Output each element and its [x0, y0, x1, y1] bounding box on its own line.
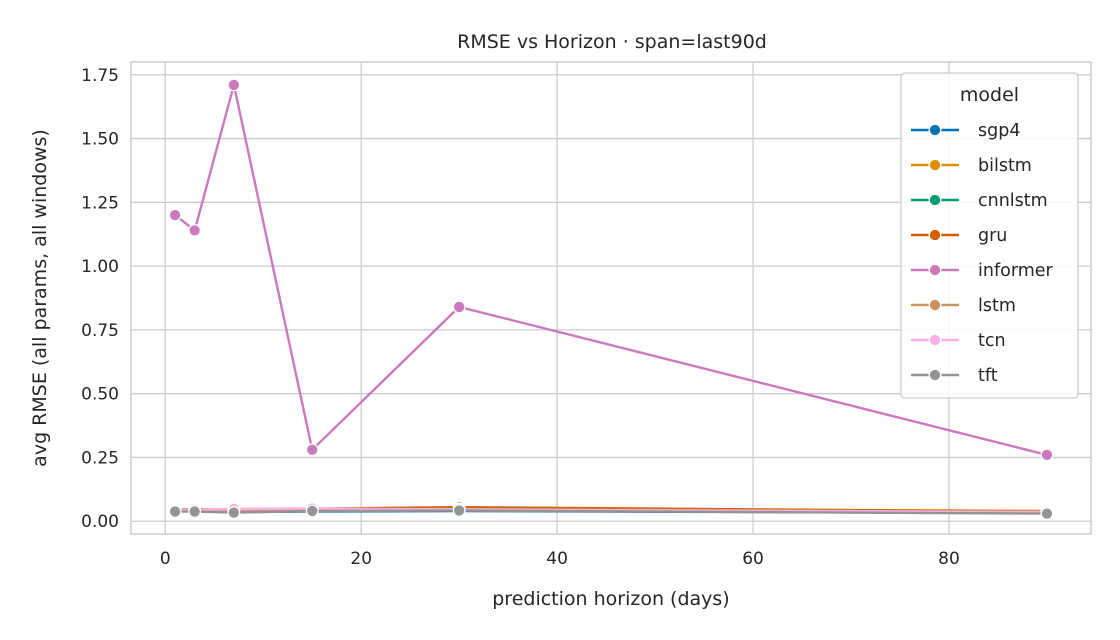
legend-entry-informer: informer — [911, 261, 1054, 281]
x-tick-label: 80 — [938, 549, 960, 569]
legend-label: gru — [978, 226, 1007, 246]
legend-label: tft — [978, 366, 998, 386]
data-point-informer — [188, 223, 202, 237]
y-tick-label: 0.25 — [81, 448, 119, 468]
series-informer — [168, 78, 1054, 462]
legend-entry-lstm: lstm — [911, 296, 1016, 316]
y-tick-label: 0.50 — [81, 385, 119, 405]
y-tick-label: 1.50 — [81, 130, 119, 150]
legend-entry-tcn: tcn — [911, 331, 1006, 351]
y-axis-ticks: 0.00 0.25 0.50 0.75 1.00 1.25 1.50 1.75 — [81, 66, 119, 532]
legend: model sgp4 bilstm cnnlstm gru informer lstm tcn… — [900, 72, 1079, 399]
series-tft — [168, 504, 1054, 521]
legend-label: cnnlstm — [978, 191, 1048, 211]
legend-label: sgp4 — [978, 121, 1020, 141]
x-tick-label: 40 — [546, 549, 568, 569]
x-tick-label: 20 — [350, 549, 372, 569]
series-layer — [168, 78, 1054, 521]
legend-entry-sgp4: sgp4 — [911, 121, 1020, 141]
legend-label: lstm — [978, 296, 1016, 316]
legend-entry-cnnlstm: cnnlstm — [911, 191, 1048, 211]
legend-label: informer — [978, 261, 1054, 281]
data-point-informer — [168, 208, 182, 222]
x-tick-label: 0 — [160, 549, 171, 569]
data-point-informer — [227, 78, 241, 92]
legend-swatch-marker — [928, 263, 942, 277]
chart-title: RMSE vs Horizon · span=last90d — [457, 31, 767, 53]
data-point-tft — [452, 504, 466, 517]
legend-entry-gru: gru — [911, 226, 1007, 246]
legend-box — [900, 72, 1079, 399]
y-tick-label: 0.00 — [81, 512, 119, 532]
legend-title: model — [960, 84, 1019, 106]
legend-swatch-marker — [928, 193, 942, 207]
y-tick-label: 0.75 — [81, 321, 119, 341]
data-point-informer — [452, 300, 466, 314]
legend-entry-tft: tft — [911, 366, 998, 386]
x-axis-label: prediction horizon (days) — [492, 588, 729, 610]
x-axis-ticks: 0 20 40 60 80 — [160, 549, 960, 569]
legend-swatch-marker — [928, 333, 942, 347]
y-tick-label: 1.75 — [81, 66, 119, 86]
legend-swatch-marker — [928, 228, 942, 242]
y-tick-label: 1.25 — [81, 193, 119, 213]
data-point-tft — [1040, 507, 1054, 521]
y-axis-label: avg RMSE (all params, all windows) — [29, 129, 51, 467]
data-point-tft — [227, 506, 241, 520]
legend-swatch-marker — [928, 298, 942, 312]
data-point-tft — [305, 504, 319, 518]
legend-swatch-marker — [928, 368, 942, 382]
legend-label: tcn — [978, 331, 1006, 351]
legend-entry-bilstm: bilstm — [911, 156, 1032, 176]
legend-swatch-marker — [928, 158, 942, 172]
y-tick-label: 1.00 — [81, 257, 119, 277]
data-point-informer — [305, 443, 319, 457]
data-point-informer — [1040, 448, 1054, 462]
grid — [131, 62, 1091, 534]
data-point-tft — [188, 505, 202, 518]
data-point-tft — [168, 505, 182, 518]
x-tick-label: 60 — [742, 549, 764, 569]
legend-swatch-marker — [928, 123, 942, 137]
legend-label: bilstm — [978, 156, 1032, 176]
